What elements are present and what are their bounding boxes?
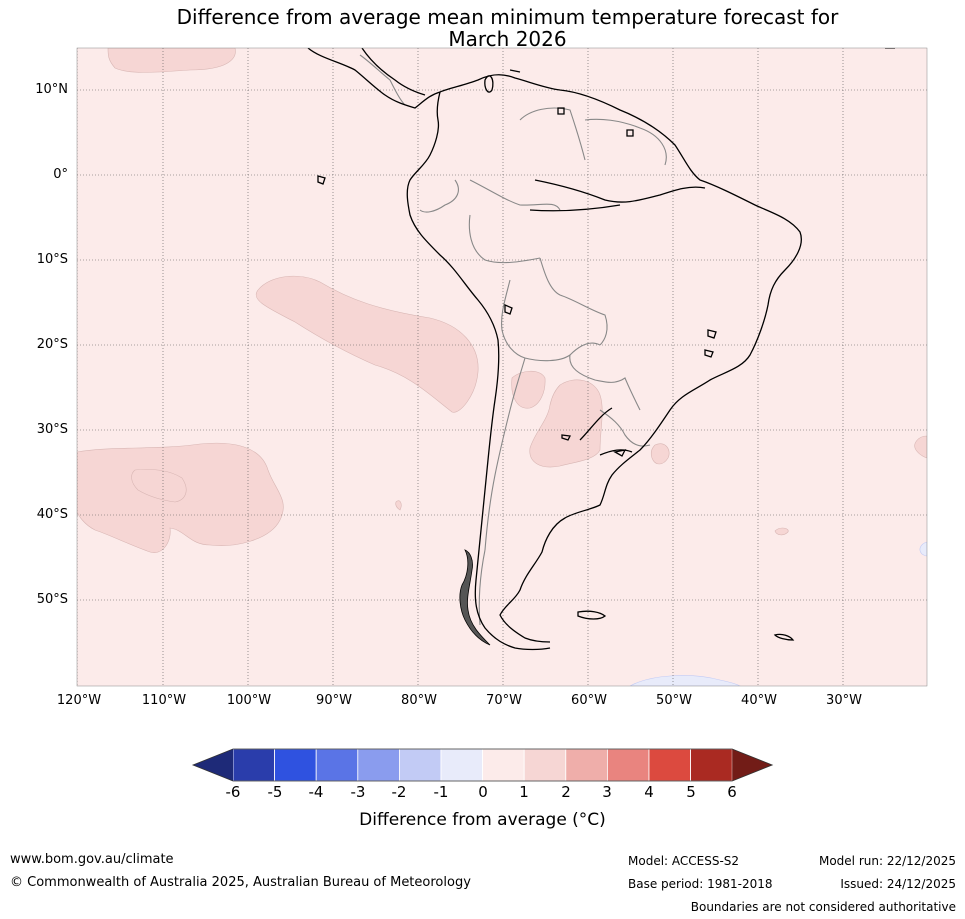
warm-patch-small-pacific bbox=[395, 500, 402, 511]
colorbar-title: Difference from average (°C) bbox=[359, 810, 606, 830]
colorbar-outline bbox=[191, 748, 774, 782]
colorbar-segment bbox=[607, 748, 650, 782]
warm-patch-southeast-pacific bbox=[255, 275, 479, 413]
colorbar-segment bbox=[274, 748, 317, 782]
footer-issued: Issued: 24/12/2025 bbox=[840, 877, 956, 891]
warm-patch-east-atlantic bbox=[914, 435, 927, 459]
lat-label-50s: 50°S bbox=[36, 592, 68, 607]
colorbar-tick: -2 bbox=[391, 783, 407, 801]
colorbar-tick: -4 bbox=[308, 783, 324, 801]
colorbar-segment bbox=[315, 748, 359, 782]
lon-label-70w: 70°W bbox=[486, 693, 522, 708]
colorbar bbox=[191, 748, 774, 782]
lon-label-90w: 90°W bbox=[316, 693, 352, 708]
colorbar-segment bbox=[523, 748, 567, 782]
lon-label-100w: 100°W bbox=[226, 693, 272, 708]
footer-base-period: Base period: 1981-2018 bbox=[628, 877, 773, 891]
colorbar-tick: -3 bbox=[350, 783, 366, 801]
chile-fjords bbox=[459, 549, 491, 646]
lat-label-10n: 10°N bbox=[35, 82, 68, 97]
warm-patch-south-atlantic bbox=[774, 527, 789, 536]
footer-disclaimer: Boundaries are not considered authoritat… bbox=[690, 900, 956, 914]
colorbar-segment bbox=[648, 748, 691, 782]
warm-patch-argentina-north bbox=[511, 370, 546, 409]
country-borders bbox=[359, 54, 667, 626]
lon-label-110w: 110°W bbox=[141, 693, 187, 708]
warm-patch-west-pacific bbox=[77, 442, 284, 553]
warm-patch-argentina-east bbox=[529, 379, 603, 468]
colorbar-tick: 0 bbox=[478, 783, 488, 801]
footer-copyright: © Commonwealth of Australia 2025, Austra… bbox=[10, 875, 471, 890]
lon-label-30w: 30°W bbox=[826, 693, 862, 708]
lon-label-60w: 60°W bbox=[571, 693, 607, 708]
footer-website: www.bom.gov.au/climate bbox=[10, 852, 174, 867]
colorbar-tick: 1 bbox=[519, 783, 529, 801]
colorbar-tick: 5 bbox=[686, 783, 696, 801]
cool-patch-south-atlantic bbox=[629, 675, 741, 686]
map-title-line-1: Difference from average mean minimum tem… bbox=[176, 5, 839, 29]
colorbar-tick: 6 bbox=[727, 783, 737, 801]
footer-model: Model: ACCESS-S2 bbox=[628, 854, 740, 868]
colorbar-segment bbox=[690, 748, 733, 782]
colorbar-segment bbox=[482, 748, 525, 782]
colorbar-segment bbox=[232, 748, 275, 782]
anomaly-background bbox=[77, 48, 927, 686]
lat-label-30s: 30°S bbox=[36, 422, 68, 437]
lat-label-10s: 10°S bbox=[36, 252, 68, 267]
lat-label-0: 0° bbox=[53, 167, 68, 182]
longitude-gridlines bbox=[77, 48, 844, 686]
colorbar-tick: -5 bbox=[267, 783, 283, 801]
lon-label-80w: 80°W bbox=[401, 693, 437, 708]
latitude-gridlines bbox=[77, 89, 927, 601]
coastlines bbox=[307, 48, 895, 651]
colorbar-tick: 2 bbox=[561, 783, 571, 801]
colorbar-segment bbox=[357, 748, 400, 782]
warm-patch-uruguay-coast bbox=[650, 443, 670, 465]
colorbar-under-arrow bbox=[193, 749, 233, 781]
colorbar-tick: -6 bbox=[225, 783, 241, 801]
map-title-line-2: March 2026 bbox=[448, 27, 567, 51]
lon-label-40w: 40°W bbox=[741, 693, 777, 708]
colorbar-over-arrow bbox=[732, 749, 773, 781]
colorbar-segment bbox=[440, 748, 483, 782]
colorbar-tick: -1 bbox=[433, 783, 449, 801]
lat-label-20s: 20°S bbox=[36, 337, 68, 352]
warm-patch-north-pacific bbox=[107, 48, 236, 73]
footer-model-run: Model run: 22/12/2025 bbox=[818, 854, 956, 868]
colorbar-segment bbox=[398, 748, 442, 782]
lon-label-120w: 120°W bbox=[56, 693, 102, 708]
lat-label-40s: 40°S bbox=[36, 507, 68, 522]
colorbar-segment bbox=[565, 748, 608, 782]
colorbar-tick: 4 bbox=[644, 783, 654, 801]
lon-label-50w: 50°W bbox=[656, 693, 692, 708]
colorbar-tick: 3 bbox=[602, 783, 612, 801]
